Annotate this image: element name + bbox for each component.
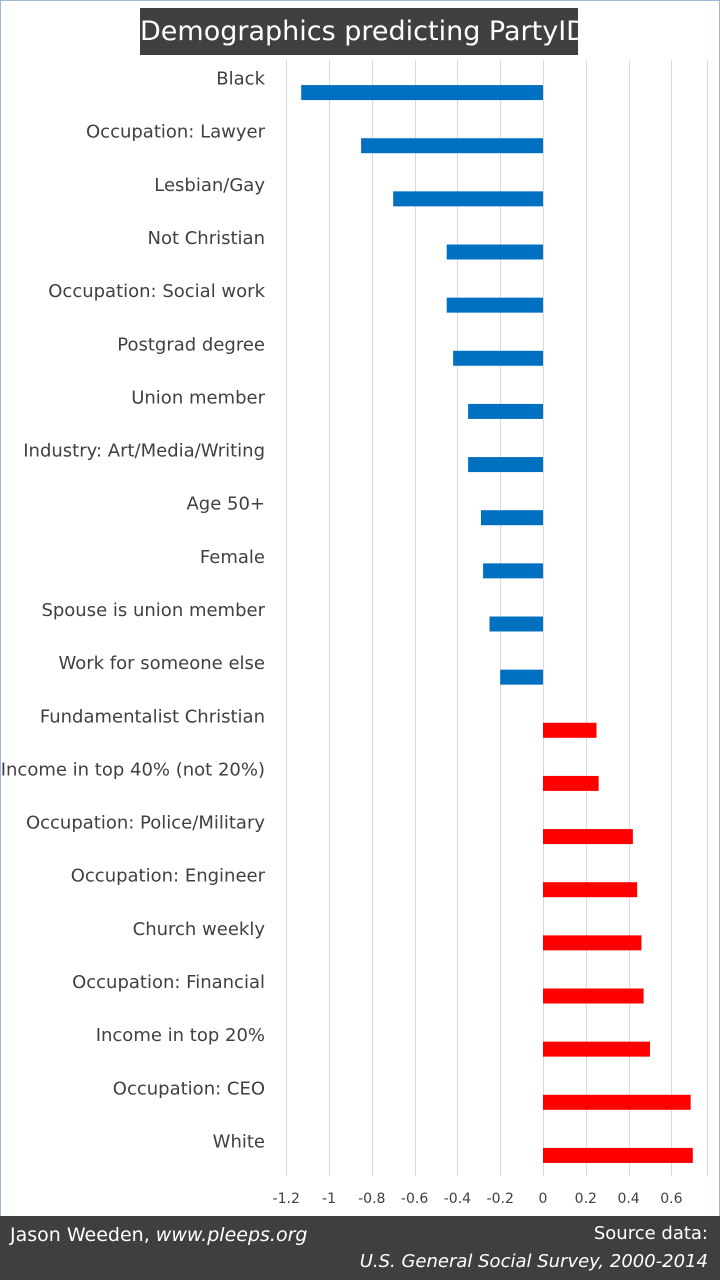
bar [468, 403, 543, 419]
footer: Jason Weeden, www.pleeps.org Source data… [0, 1216, 720, 1280]
bar [543, 1041, 650, 1057]
author-credit: Jason Weeden, www.pleeps.org [10, 1224, 307, 1246]
x-tick-label: -1.2 [273, 1191, 300, 1207]
chart-title: Demographics predicting PartyID [140, 8, 587, 55]
x-tick-label: 0 [539, 1191, 548, 1207]
x-tick-label: -1 [322, 1191, 336, 1207]
category-label: Union member [131, 387, 265, 408]
bar [453, 350, 543, 366]
bar [480, 510, 543, 526]
category-label: Lesbian/Gay [154, 175, 265, 196]
bar [446, 297, 543, 313]
bar [301, 85, 543, 101]
category-label: Income in top 40% (not 20%) [1, 759, 265, 780]
bar [446, 244, 543, 260]
category-label: Fundamentalist Christian [40, 706, 265, 727]
source-heading: Source data: [593, 1223, 708, 1244]
x-tick-label: -0.8 [358, 1191, 385, 1207]
bar [543, 775, 599, 791]
bar [543, 935, 642, 951]
bar [543, 1094, 691, 1110]
bar [361, 138, 543, 154]
bar [543, 1147, 693, 1163]
category-label: Postgrad degree [117, 334, 265, 355]
bar [543, 829, 633, 845]
category-label: Spouse is union member [41, 600, 265, 621]
x-tick-label: 0.6 [660, 1191, 682, 1207]
category-label: Occupation: Engineer [71, 866, 266, 887]
bar [543, 882, 638, 898]
author-name: Jason Weeden, [10, 1224, 156, 1246]
bar [500, 669, 543, 685]
category-label: Occupation: Lawyer [86, 122, 266, 143]
x-tick-label: -0.2 [487, 1191, 514, 1207]
category-label: White [213, 1131, 265, 1152]
category-label: Work for someone else [58, 653, 265, 674]
category-label: Female [200, 547, 265, 568]
bar [489, 616, 543, 632]
x-tick-label: -0.6 [401, 1191, 428, 1207]
category-label: Church weekly [133, 919, 266, 940]
category-label: Black [216, 69, 265, 90]
category-label: Industry: Art/Media/Writing [23, 441, 265, 462]
source-name: U.S. General Social Survey, 2000-2014 [359, 1251, 708, 1272]
bar [543, 988, 644, 1004]
category-label: Occupation: Police/Military [26, 813, 265, 834]
category-label: Occupation: Social work [48, 281, 265, 302]
category-label: Occupation: CEO [113, 1078, 265, 1099]
category-label: Not Christian [147, 228, 265, 249]
x-tick-label: 0.4 [617, 1191, 639, 1207]
x-tick-label: -0.4 [444, 1191, 471, 1207]
x-tick-label: 0.2 [575, 1191, 597, 1207]
category-label: Age 50+ [186, 494, 265, 515]
bar [483, 563, 543, 579]
category-label: Income in top 20% [96, 1025, 265, 1046]
bar [468, 457, 543, 473]
author-website: www.pleeps.org [155, 1224, 308, 1246]
bar [543, 722, 597, 738]
category-label: Occupation: Financial [72, 972, 265, 993]
bar [393, 191, 543, 207]
